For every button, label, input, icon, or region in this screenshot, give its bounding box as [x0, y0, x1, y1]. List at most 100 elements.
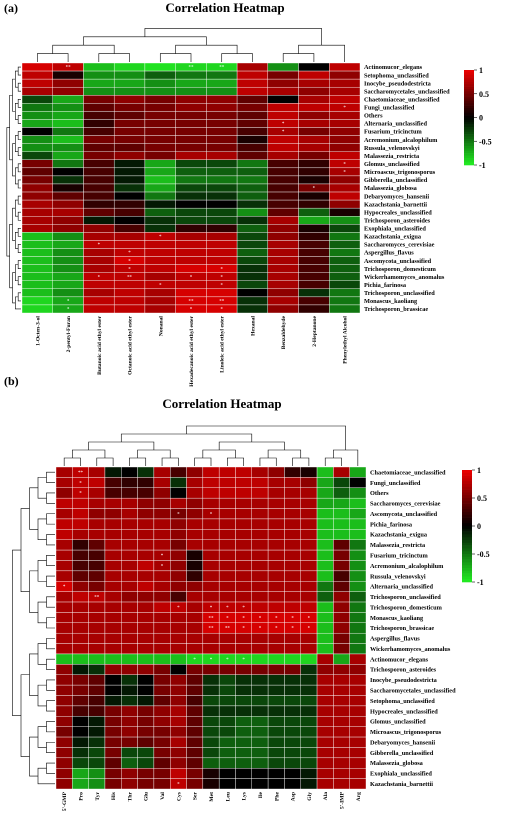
significance-mark: *: [308, 627, 311, 632]
heatmap-cell: [153, 466, 171, 478]
heatmap-cell: [300, 684, 318, 696]
row-label: Malassezia_globosa: [364, 185, 418, 192]
legend-swatch: [462, 537, 472, 541]
heatmap-cell: [235, 466, 252, 478]
heatmap-cell: [72, 508, 89, 520]
heatmap-cell: [153, 757, 171, 769]
heatmap-cell: [349, 768, 367, 779]
heatmap-cell: [170, 726, 187, 738]
heatmap-cell: [267, 560, 285, 572]
significance-mark: *: [242, 606, 245, 611]
legend-tick-label: -0.5: [477, 550, 490, 559]
heatmap-cell: [316, 632, 334, 644]
heatmap-cell: [186, 622, 204, 634]
heatmap-cell: [329, 199, 361, 209]
heatmap-cell: [202, 581, 220, 592]
heatmap-cell: [186, 778, 204, 790]
heatmap-cell: [298, 248, 330, 257]
heatmap-cell: [235, 778, 252, 790]
heatmap-cell: [267, 674, 285, 686]
heatmap-cell: [55, 736, 73, 748]
row-label: Gibberella_unclassified: [370, 750, 434, 757]
heatmap-cell: [170, 695, 187, 707]
heatmap-cell: [349, 684, 367, 696]
heatmap-cell: [83, 199, 115, 209]
heatmap-cell: [55, 695, 73, 707]
heatmap-cell: [333, 736, 350, 748]
heatmap-cell: [21, 70, 53, 80]
heatmap-cell: [83, 280, 115, 290]
heatmap-cell: [284, 497, 301, 509]
heatmap-cell: [153, 508, 171, 520]
heatmap-cell: [137, 560, 155, 572]
column-label: Met: [209, 792, 215, 802]
heatmap-cell: [72, 529, 89, 540]
heatmap-cell: [55, 529, 73, 540]
heatmap-cell: [88, 487, 106, 499]
heatmap-cell: [349, 539, 367, 551]
significance-mark: *: [220, 283, 223, 288]
heatmap-cell: [298, 280, 330, 290]
significance-mark: *: [98, 243, 101, 248]
heatmap-cell: [113, 232, 146, 241]
legend-swatch: [462, 548, 472, 552]
heatmap-cell: [349, 726, 367, 738]
heatmap-cell: [206, 159, 238, 169]
row-label: Aspergillus_flavus: [370, 636, 420, 643]
heatmap-cell: [104, 674, 122, 686]
heatmap-cell: [121, 570, 138, 582]
heatmap-cell: [329, 175, 361, 185]
heatmap-cell: [202, 591, 220, 603]
heatmap-cell: [175, 151, 207, 160]
heatmap-cell: [21, 62, 53, 72]
heatmap-cell: [316, 529, 334, 540]
heatmap-cell: [267, 487, 285, 499]
heatmap-cell: [186, 757, 204, 769]
heatmap-cell: [113, 95, 146, 104]
heatmap-cell: [349, 664, 367, 675]
heatmap-cell: [202, 560, 220, 572]
heatmap-cell: [267, 224, 299, 233]
heatmap-cell: [236, 151, 269, 160]
heatmap-cell: [104, 591, 122, 603]
heatmap-cell: [349, 612, 367, 624]
heatmap-cell: [186, 612, 204, 624]
heatmap-cell: [251, 643, 269, 655]
heatmap-cell: [333, 684, 350, 696]
heatmap-cell: [170, 581, 187, 592]
heatmap-cell: [186, 560, 204, 572]
heatmap-cell: [349, 601, 367, 613]
heatmap-cell: [251, 591, 269, 603]
row-label: Microascus_trigonosporus: [370, 729, 442, 736]
heatmap-cell: [55, 591, 73, 603]
heatmap-cell: [113, 288, 146, 298]
heatmap-cell: [175, 288, 207, 298]
heatmap-cell: [316, 518, 334, 530]
heatmap-cell: [333, 612, 350, 624]
row-label: Microascus_trigonosporus: [364, 169, 436, 176]
row-label: Actinomucor_elegans: [364, 64, 423, 71]
heatmap-cell: [137, 529, 155, 540]
heatmap-cell: [333, 643, 350, 655]
row-label: Malassezia_restricta: [370, 542, 426, 549]
column-label: Ala: [323, 792, 329, 801]
heatmap-cell: [349, 632, 367, 644]
heatmap-cell: [236, 62, 269, 72]
heatmap-cell: [267, 497, 285, 509]
row-label: Exophiala_unclassified: [364, 226, 426, 233]
heatmap-cell: [175, 103, 207, 112]
heatmap-cell: [52, 167, 84, 177]
heatmap-cell: [83, 191, 115, 201]
heatmap-cell: [236, 86, 269, 96]
legend-tick-label: 1: [479, 66, 483, 75]
heatmap-cell: [267, 768, 285, 779]
heatmap-cell: [329, 95, 361, 104]
heatmap-cell: [267, 736, 285, 748]
heatmap-cell: [349, 653, 367, 665]
heatmap-cell: [333, 632, 350, 644]
heatmap-cell: [300, 508, 318, 520]
heatmap-cell: [137, 508, 155, 520]
heatmap-cell: [186, 643, 204, 655]
legend-swatch: [462, 484, 472, 488]
row-label: Trichosporon_brassicae: [364, 306, 428, 313]
